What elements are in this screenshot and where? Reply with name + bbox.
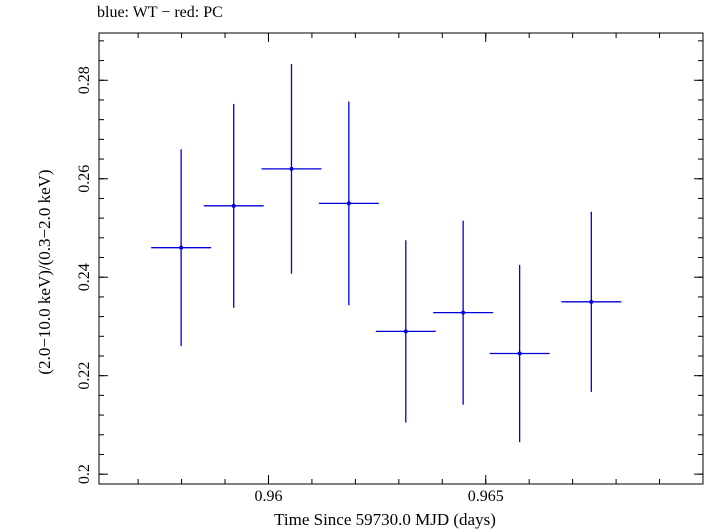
- data-marker: [461, 310, 466, 315]
- x-tick-label: 0.96: [254, 488, 282, 505]
- y-tick-label: 0.2: [76, 464, 93, 484]
- data-point: [375, 240, 436, 423]
- plot-frame: [98, 32, 704, 485]
- data-marker: [231, 203, 236, 208]
- data-points: [151, 64, 622, 443]
- y-tick-label: 0.22: [76, 362, 93, 390]
- y-axis-label: (2.0−10.0 keV)/(0.3−2.0 keV): [35, 169, 54, 375]
- data-point: [261, 64, 322, 274]
- chart-title: blue: WT − red: PC: [97, 4, 223, 21]
- data-marker: [589, 299, 594, 304]
- data-point: [561, 211, 622, 392]
- data-point: [489, 264, 550, 443]
- x-tick-label: 0.965: [468, 488, 504, 505]
- y-tick-label: 0.24: [76, 263, 93, 291]
- data-marker: [517, 351, 522, 356]
- x-axis-label: Time Since 59730.0 MJD (days): [274, 510, 496, 529]
- data-marker: [289, 166, 294, 171]
- plot-border: [98, 32, 704, 485]
- data-point: [203, 103, 264, 308]
- y-tick-label: 0.26: [76, 165, 93, 193]
- data-marker: [403, 329, 408, 334]
- data-marker: [346, 201, 351, 206]
- data-point: [433, 220, 494, 405]
- data-point: [151, 149, 212, 347]
- y-tick-label: 0.28: [76, 66, 93, 94]
- axis-ticks: 0.96 0.965 0.2 0.22 0.24 0.26 0.28: [76, 33, 704, 505]
- data-point: [318, 101, 379, 306]
- data-marker: [179, 245, 184, 250]
